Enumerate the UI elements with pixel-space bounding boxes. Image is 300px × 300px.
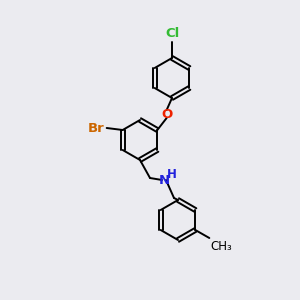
Text: H: H bbox=[167, 169, 177, 182]
Text: O: O bbox=[161, 107, 172, 121]
Text: Br: Br bbox=[88, 122, 105, 134]
Text: N: N bbox=[158, 173, 169, 187]
Text: CH₃: CH₃ bbox=[210, 240, 232, 253]
Text: Cl: Cl bbox=[165, 27, 179, 40]
